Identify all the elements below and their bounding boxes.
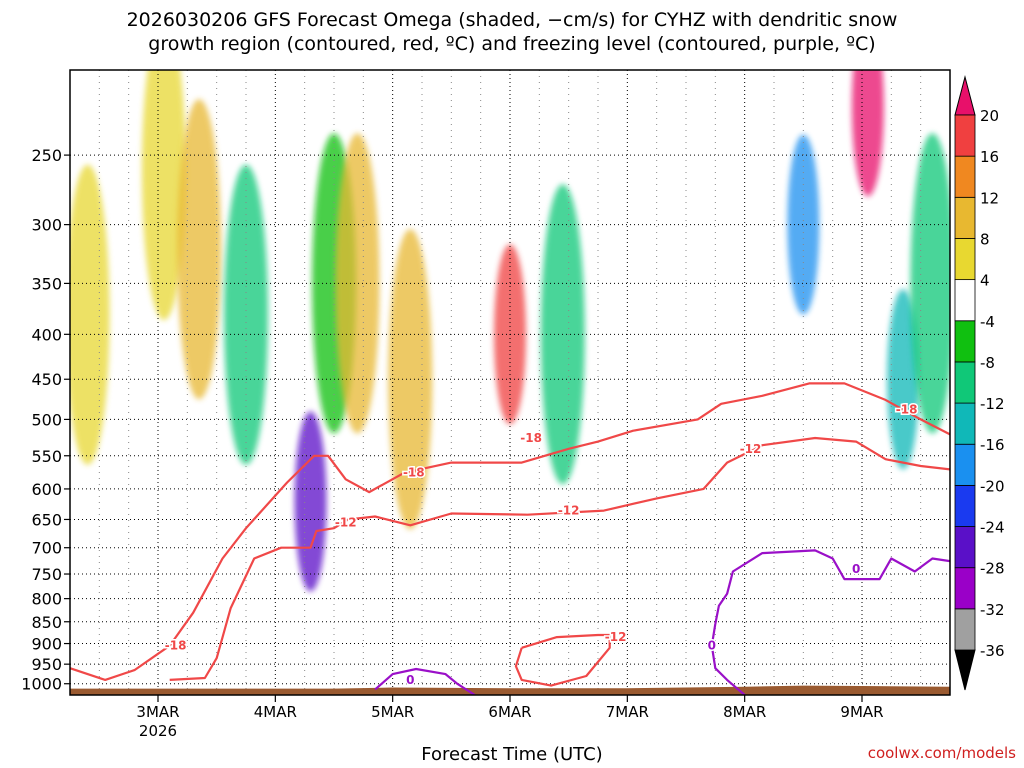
omega-feature-11 xyxy=(851,70,884,197)
y-tick-label-500: 500 xyxy=(31,410,62,429)
x-tick-label-8MAR: 8MAR xyxy=(723,703,766,721)
omega-feature-13 xyxy=(910,133,950,434)
contour-label-dsgz_-12-1: -12 xyxy=(558,504,580,518)
contour-label-dsgz_-18-0: -18 xyxy=(165,639,187,653)
colorbar-swatch-10 xyxy=(954,238,976,281)
contour-freezing_0_upper xyxy=(714,549,950,625)
colorbar-swatch-4 xyxy=(954,484,976,527)
omega-feature-3 xyxy=(224,164,268,465)
colorbar-label--16: -16 xyxy=(980,436,1005,454)
y-tick-label-550: 550 xyxy=(31,447,62,466)
colorbar-arrow-top xyxy=(954,75,976,116)
omega-feature-0 xyxy=(70,164,110,465)
plot-area: -18 -18 -18 -18 -12 -12 -12 -12 0 0 0 xyxy=(70,70,950,695)
x-tick-sublabel: 2026 xyxy=(139,722,177,740)
y-tick-label-650: 650 xyxy=(31,510,62,529)
y-tick-label-350: 350 xyxy=(31,274,62,293)
omega-feature-1 xyxy=(141,70,186,321)
x-tick-label-5MAR: 5MAR xyxy=(371,703,414,721)
contour-dsgz_-12 xyxy=(169,436,950,681)
x-tick-label-6MAR: 6MAR xyxy=(488,703,531,721)
x-tick-label-9MAR: 9MAR xyxy=(840,703,883,721)
colorbar-label-16: 16 xyxy=(980,148,999,166)
y-tick-label-1000: 1000 xyxy=(21,675,62,694)
colorbar-label--8: -8 xyxy=(980,354,995,372)
colorbar-label--32: -32 xyxy=(980,601,1005,619)
contour-freezing_0_mid xyxy=(374,667,476,695)
contour-label-freezing_0_upper-0: 0 xyxy=(852,562,860,576)
x-tick-label-7MAR: 7MAR xyxy=(606,703,649,721)
omega-feature-6 xyxy=(335,133,380,434)
y-tick-label-850: 850 xyxy=(31,613,62,632)
colorbar-swatch-2 xyxy=(954,567,976,610)
chart-title-line1: 2026030206 GFS Forecast Omega (shaded, −… xyxy=(126,9,898,31)
y-axis: 250 300 350 400 450 500 550 600 650 700 750 800 850 9… xyxy=(21,146,70,694)
omega-feature-2 xyxy=(177,99,222,400)
y-tick-label-700: 700 xyxy=(31,539,62,558)
colorbar-swatch-5 xyxy=(954,443,976,486)
contour-label-dsgz_-12-0: -12 xyxy=(335,515,357,529)
y-tick-label-600: 600 xyxy=(31,480,62,499)
colorbar-label-4: 4 xyxy=(980,272,990,290)
colorbar-label-8: 8 xyxy=(980,230,990,248)
omega-feature-10 xyxy=(787,134,820,315)
colorbar-label--4: -4 xyxy=(980,313,995,331)
contour-label-freezing_0_lower-0: 0 xyxy=(708,639,716,653)
omega-feature-12 xyxy=(887,289,920,470)
grid-lines xyxy=(70,70,950,695)
contour-lines: -18 -18 -18 -18 -12 -12 -12 -12 0 0 0 xyxy=(70,382,950,695)
omega-feature-4 xyxy=(294,411,327,592)
contour-label-dsgz_-18-1: -18 xyxy=(403,466,425,480)
colorbar-swatch-1 xyxy=(954,608,976,651)
colorbar-arrow-bottom xyxy=(954,649,976,691)
y-tick-label-800: 800 xyxy=(31,590,62,609)
colorbar-label--36: -36 xyxy=(980,642,1005,660)
colorbar-swatch-12 xyxy=(954,155,976,198)
y-tick-label-250: 250 xyxy=(31,146,62,165)
y-tick-label-900: 900 xyxy=(31,635,62,654)
colorbar-label-12: 12 xyxy=(980,189,999,207)
colorbar-label--12: -12 xyxy=(980,395,1005,413)
credit-text: coolwx.com/models xyxy=(867,744,1016,762)
colorbar-label--28: -28 xyxy=(980,560,1005,578)
colorbar-swatch-11 xyxy=(954,196,976,239)
contour-dsgz_-12_closed xyxy=(514,633,611,687)
colorbar-swatch-8 xyxy=(954,320,976,363)
colorbar-label--24: -24 xyxy=(980,519,1005,537)
contour-freezing_0_lower xyxy=(710,623,746,695)
y-tick-label-950: 950 xyxy=(31,655,62,674)
colorbar-swatch-9 xyxy=(954,279,976,322)
colorbar-label-20: 20 xyxy=(980,107,999,125)
x-tick-label-3MAR: 3MAR xyxy=(136,703,179,721)
colorbar: -36 -32 -28 -24 -20 -16 -12 -8 -4 4 8 12 16 20 xyxy=(954,75,1005,691)
contour-dsgz_-18 xyxy=(70,382,950,682)
y-tick-label-300: 300 xyxy=(31,216,62,235)
terrain-fill xyxy=(70,685,950,695)
y-tick-label-750: 750 xyxy=(31,565,62,584)
colorbar-swatch-3 xyxy=(954,526,976,569)
contour-label-dsgz_-18-3: -18 xyxy=(896,402,918,416)
contour-label-freezing_0_mid-0: 0 xyxy=(406,673,414,687)
colorbar-label--20: -20 xyxy=(980,477,1005,495)
contour-label-dsgz_-12-2: -12 xyxy=(740,442,762,456)
colorbar-swatch-6 xyxy=(954,402,976,445)
colorbar-swatch-7 xyxy=(954,361,976,404)
contour-label-dsgz_-12_closed-0: -12 xyxy=(605,630,627,644)
x-tick-label-4MAR: 4MAR xyxy=(254,703,297,721)
colorbar-swatch-13 xyxy=(954,114,976,157)
contour-label-dsgz_-18-2: -18 xyxy=(520,431,542,445)
y-tick-label-400: 400 xyxy=(31,325,62,344)
chart-title-line2: growth region (contoured, red, ºC) and f… xyxy=(148,33,876,55)
y-tick-label-450: 450 xyxy=(31,370,62,389)
x-axis-label: Forecast Time (UTC) xyxy=(421,744,603,765)
